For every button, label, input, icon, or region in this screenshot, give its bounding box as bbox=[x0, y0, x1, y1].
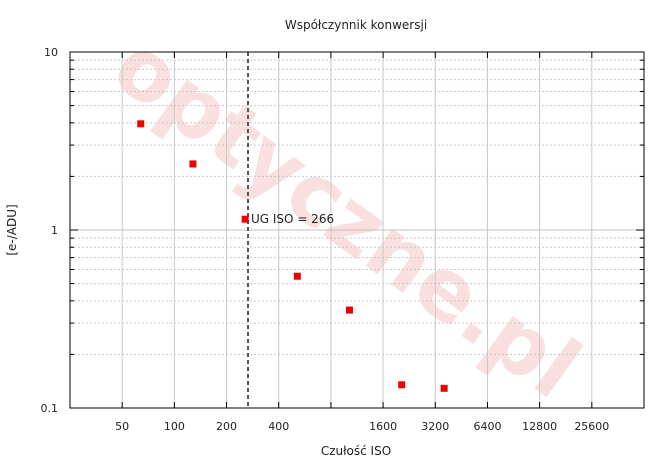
data-point bbox=[440, 384, 448, 392]
y-tick-label: 1 bbox=[51, 224, 58, 237]
x-axis-ticks: 50 100 200 400 1600 3200 6400 12800 25600 bbox=[115, 52, 609, 433]
reference-line: UG ISO = 266 bbox=[247, 52, 334, 408]
x-tick-label: 3200 bbox=[421, 420, 449, 433]
x-tick-label: 6400 bbox=[473, 420, 501, 433]
data-point bbox=[241, 215, 249, 223]
x-tick-label: 100 bbox=[164, 420, 185, 433]
x-tick-label: 12800 bbox=[522, 420, 557, 433]
x-tick-label: 25600 bbox=[574, 420, 609, 433]
data-points bbox=[137, 120, 448, 392]
x-tick-label: 50 bbox=[115, 420, 129, 433]
x-axis-label: Czułość ISO bbox=[321, 444, 391, 458]
data-point bbox=[345, 306, 353, 314]
chart-title: Współczynnik konwersji bbox=[285, 18, 427, 32]
data-point bbox=[293, 272, 301, 280]
data-point bbox=[189, 160, 197, 168]
y-axis-ticks: 0.1 1 10 bbox=[41, 46, 644, 415]
reference-line-label: UG ISO = 266 bbox=[251, 212, 334, 226]
grid bbox=[70, 52, 644, 408]
watermark: optyczne.pl bbox=[96, 16, 598, 418]
y-tick-label: 0.1 bbox=[41, 402, 59, 415]
x-tick-label: 200 bbox=[216, 420, 237, 433]
x-tick-label: 400 bbox=[268, 420, 289, 433]
y-axis-label: [e-/ADU] bbox=[5, 204, 19, 255]
data-point bbox=[398, 381, 406, 389]
data-point bbox=[137, 120, 145, 128]
y-tick-label: 10 bbox=[44, 46, 58, 59]
x-tick-label: 1600 bbox=[369, 420, 397, 433]
